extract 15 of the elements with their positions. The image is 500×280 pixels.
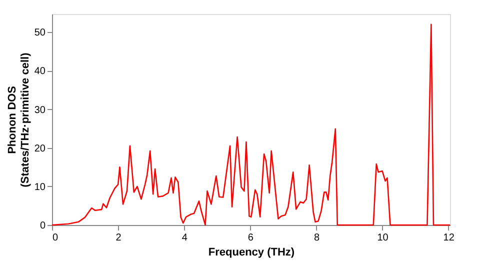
y-tick-label: 20 xyxy=(34,143,46,154)
x-tick-label: 12 xyxy=(443,232,455,244)
y-tick-label: 50 xyxy=(34,28,46,39)
y-tick-label: 0 xyxy=(40,220,46,232)
x-axis-title: Frequency (THz) xyxy=(208,246,295,258)
x-tick-label: 0 xyxy=(52,232,58,244)
x-tick-label: 6 xyxy=(248,232,254,244)
x-tick-label: 8 xyxy=(314,232,320,244)
y-tick-label: 30 xyxy=(34,104,46,116)
y-tick-label: 10 xyxy=(34,182,46,193)
y-axis-title: Phonon DOS (States/THz·primitive cell) xyxy=(6,52,32,188)
x-tick-label: 4 xyxy=(182,232,188,244)
x-tick-label: 2 xyxy=(116,232,122,244)
y-tick-label: 40 xyxy=(34,66,46,78)
x-tick-label: 10 xyxy=(377,232,389,244)
